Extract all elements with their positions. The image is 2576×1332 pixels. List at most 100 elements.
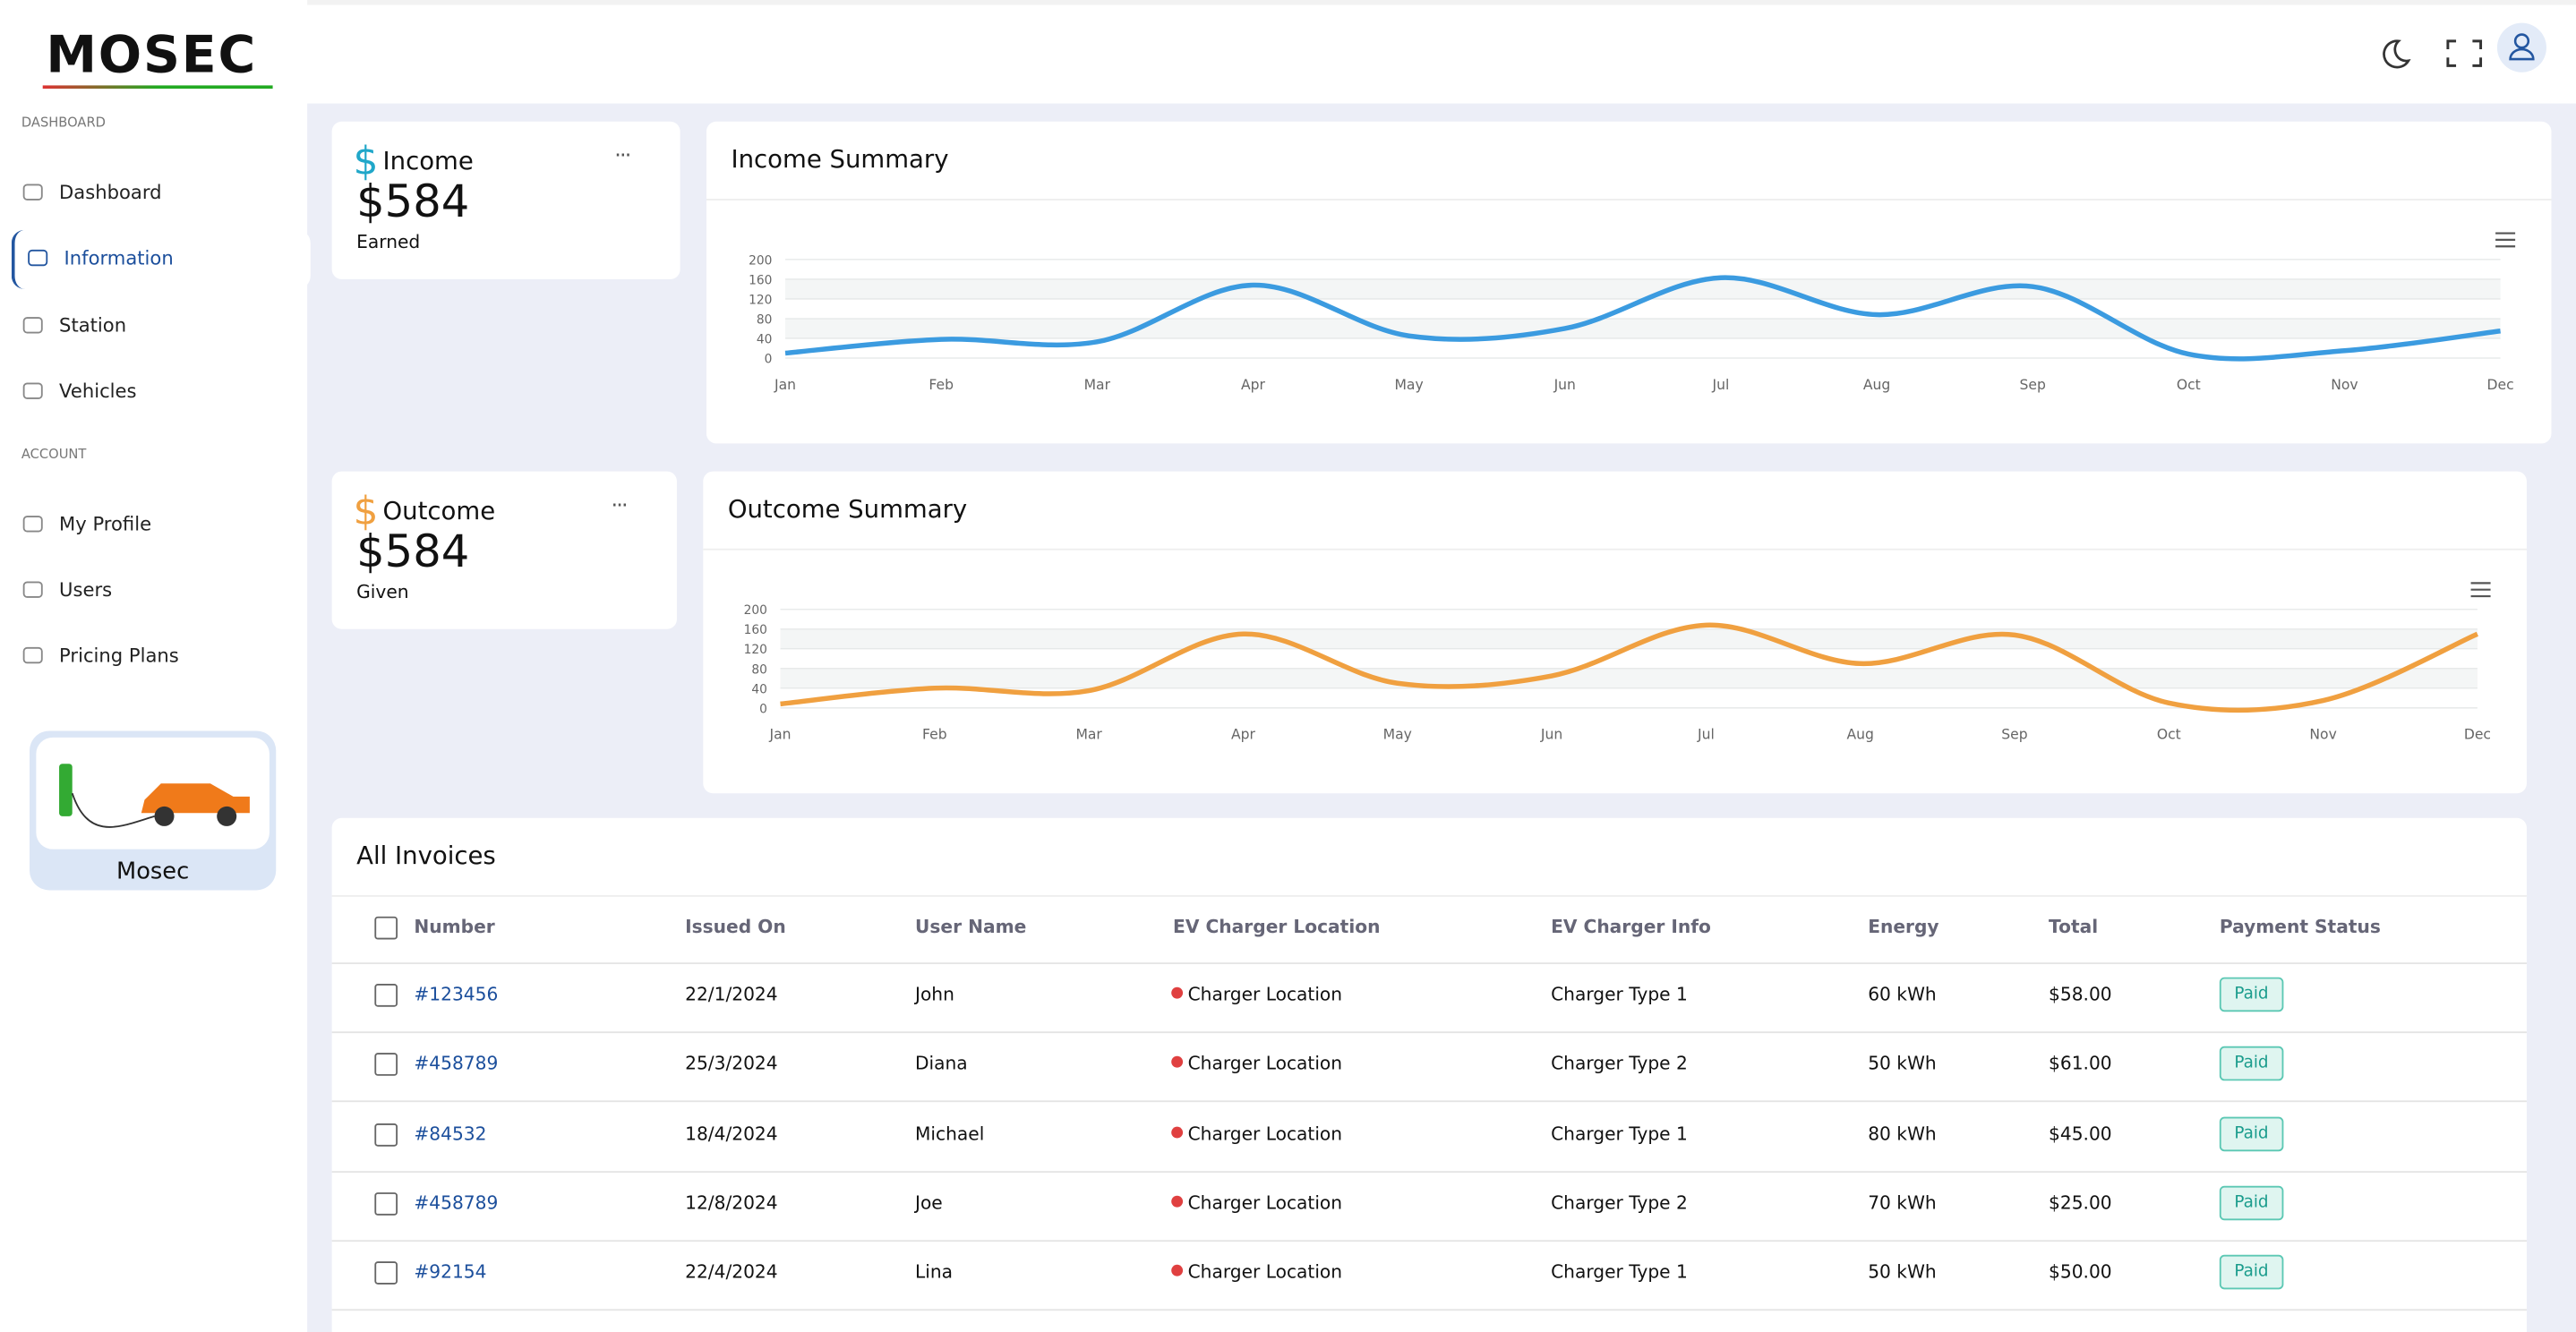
header bbox=[0, 0, 2576, 104]
invoice-link[interactable]: #458789 bbox=[414, 1191, 499, 1214]
x-tick-label: Jun bbox=[1553, 377, 1576, 393]
nav-item[interactable]: Information bbox=[64, 246, 174, 269]
nav-icon bbox=[22, 516, 43, 533]
fullscreen-button[interactable] bbox=[2446, 39, 2483, 67]
sidebar bbox=[0, 0, 308, 1332]
chart-menu[interactable] bbox=[2470, 582, 2491, 598]
x-tick-label: Oct bbox=[2177, 377, 2201, 393]
cell: Charger Type 1 bbox=[1551, 1123, 1688, 1145]
icon-shape bbox=[28, 249, 48, 267]
cell: Charger Location bbox=[1187, 1053, 1343, 1075]
nav-item[interactable]: Pricing Plans bbox=[59, 644, 179, 667]
cell: Charger Location bbox=[1187, 1261, 1343, 1284]
nav-icon bbox=[22, 184, 43, 201]
icon-shape bbox=[22, 646, 43, 664]
y-tick-label: 160 bbox=[744, 623, 767, 637]
row-checkbox[interactable] bbox=[374, 916, 398, 940]
card-menu[interactable]: ··· bbox=[611, 494, 629, 519]
row-checkbox[interactable] bbox=[374, 1123, 398, 1146]
cell: 12/8/2024 bbox=[685, 1191, 778, 1214]
nav-icon bbox=[22, 382, 43, 399]
divider bbox=[331, 894, 2527, 897]
nav-item[interactable]: My Profile bbox=[59, 512, 152, 536]
x-tick-label: Feb bbox=[929, 377, 954, 393]
column-header: EV Charger Location bbox=[1173, 916, 1381, 938]
y-tick-label: 40 bbox=[757, 332, 773, 346]
x-tick-label: Sep bbox=[2001, 727, 2027, 743]
x-tick-label: Jan bbox=[774, 377, 796, 393]
invoice-link[interactable]: #458789 bbox=[414, 1053, 499, 1075]
x-tick-label: Mar bbox=[1075, 727, 1102, 743]
y-tick-label: 80 bbox=[757, 312, 773, 327]
x-tick-label: Aug bbox=[1846, 727, 1873, 743]
column-header: Payment Status bbox=[2219, 916, 2381, 938]
cell: 60 kWh bbox=[1868, 984, 1937, 1005]
cell: Charger Type 2 bbox=[1551, 1053, 1688, 1075]
x-tick-label: Dec bbox=[2487, 377, 2514, 393]
cell: $45.00 bbox=[2049, 1123, 2112, 1145]
cell: Michael bbox=[914, 1123, 985, 1145]
x-tick-label: Apr bbox=[1231, 727, 1256, 743]
row-checkbox[interactable] bbox=[374, 984, 398, 1007]
nav-icon bbox=[22, 317, 43, 334]
divider bbox=[331, 1309, 2527, 1311]
summary-card: $ Outcome $584 Given ··· bbox=[331, 471, 677, 629]
column-header: EV Charger Info bbox=[1551, 916, 1711, 938]
cell: 18/4/2024 bbox=[685, 1123, 778, 1145]
invoice-link[interactable]: #123456 bbox=[414, 984, 499, 1005]
cell: Diana bbox=[914, 1053, 968, 1075]
x-tick-label: Jan bbox=[769, 727, 792, 743]
cell: Charger Location bbox=[1187, 984, 1343, 1005]
invoice-link[interactable]: #92154 bbox=[414, 1261, 487, 1284]
divider bbox=[331, 962, 2527, 965]
x-tick-label: Dec bbox=[2464, 727, 2491, 743]
row-checkbox[interactable] bbox=[374, 1053, 398, 1077]
x-tick-label: May bbox=[1394, 377, 1423, 393]
column-header: Energy bbox=[1868, 916, 1939, 938]
profile-button[interactable] bbox=[2495, 21, 2548, 74]
divider bbox=[331, 1240, 2527, 1242]
chart-title: Outcome Summary bbox=[727, 494, 968, 525]
nav-item[interactable]: Dashboard bbox=[59, 180, 162, 204]
status-badge: Paid bbox=[2219, 1046, 2284, 1081]
y-tick-label: 120 bbox=[749, 293, 772, 307]
cell: 22/1/2024 bbox=[685, 984, 778, 1005]
x-tick-label: Feb bbox=[922, 727, 947, 743]
nav-item[interactable]: Vehicles bbox=[59, 379, 137, 403]
cell: Lina bbox=[914, 1261, 954, 1284]
card-icon: $ bbox=[353, 487, 379, 534]
status-badge: Paid bbox=[2219, 1115, 2284, 1151]
status-badge: Paid bbox=[2219, 1255, 2284, 1290]
nav-item[interactable]: Users bbox=[59, 577, 113, 602]
cell: 22/4/2024 bbox=[685, 1261, 778, 1284]
row-checkbox[interactable] bbox=[374, 1191, 398, 1216]
promo-title: Mosec bbox=[116, 858, 190, 885]
cell: Charger Location bbox=[1187, 1123, 1343, 1145]
pin-icon bbox=[1171, 1195, 1184, 1208]
pin-icon bbox=[1171, 1056, 1184, 1069]
nav-item[interactable]: Station bbox=[59, 313, 127, 337]
column-header: Total bbox=[2049, 916, 2099, 938]
logo: MOSEC bbox=[46, 26, 258, 86]
x-tick-label: Jul bbox=[1697, 727, 1715, 743]
cell: Charger Type 2 bbox=[1551, 1191, 1688, 1214]
invoice-link[interactable]: #84532 bbox=[414, 1123, 487, 1145]
chart-title: Income Summary bbox=[731, 144, 949, 175]
card-menu[interactable]: ··· bbox=[614, 144, 631, 169]
divider bbox=[331, 1100, 2527, 1103]
row-checkbox[interactable] bbox=[374, 1261, 398, 1285]
dark-mode-button[interactable] bbox=[2383, 39, 2411, 69]
cell: Charger Location bbox=[1187, 1191, 1343, 1214]
card-title: Outcome bbox=[382, 496, 496, 526]
y-tick-label: 200 bbox=[744, 603, 767, 618]
nav-icon bbox=[22, 646, 43, 664]
icon-shape bbox=[22, 516, 43, 533]
divider bbox=[331, 1031, 2527, 1034]
icon-shape bbox=[22, 317, 43, 334]
cell: $61.00 bbox=[2049, 1053, 2112, 1075]
cell: 70 kWh bbox=[1868, 1191, 1937, 1214]
chart-menu[interactable] bbox=[2495, 232, 2516, 248]
nav-icon bbox=[28, 249, 48, 267]
y-tick-label: 160 bbox=[749, 273, 772, 287]
